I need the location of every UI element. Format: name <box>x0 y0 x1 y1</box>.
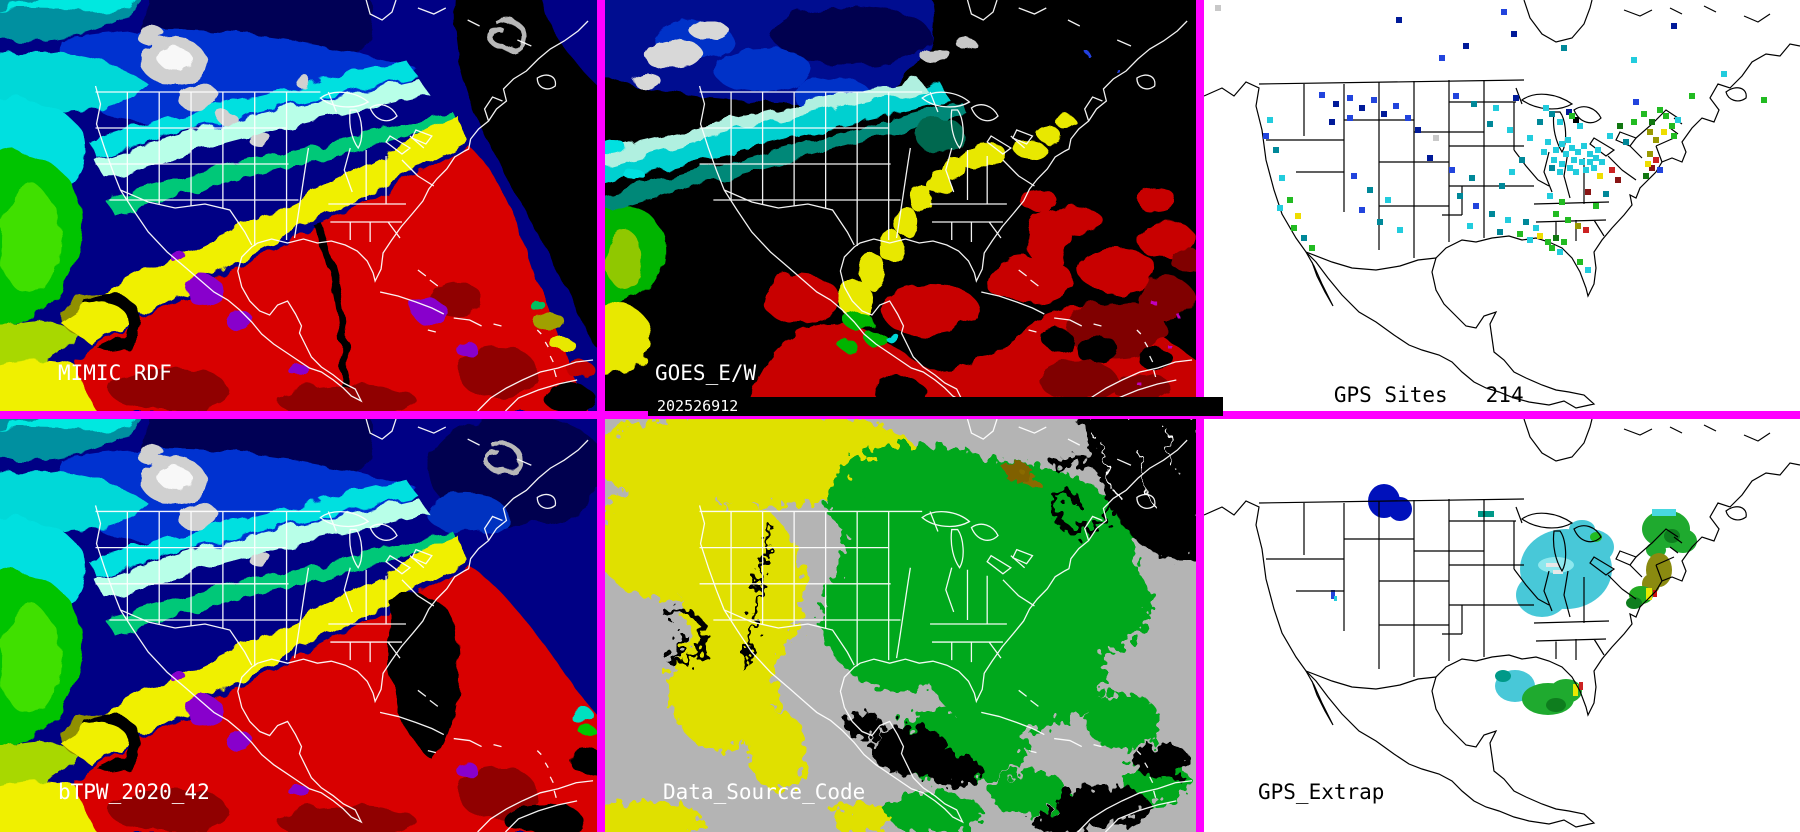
panel-gps-extrap: GPS_Extrap <box>1204 419 1800 832</box>
gps-extrap-map-image <box>1204 419 1800 832</box>
timestamp-text: 202526912 <box>657 397 739 415</box>
gps-site-dots <box>1215 5 1767 273</box>
btpw-map-image <box>0 419 597 832</box>
gps-extrap-patches <box>1331 484 1697 715</box>
panel-label-goes: GOES_E/W <box>655 361 757 385</box>
panel-label-btpw: bTPW_2020_42 <box>58 780 210 804</box>
panel-label-gps-sites: GPS Sites 214 <box>1258 362 1524 411</box>
panel-goes-ew: GOES_E/W <box>605 0 1196 411</box>
panel-label-data-source: Data_Source_Code <box>663 780 866 804</box>
data-source-map-image <box>605 419 1196 832</box>
panel-label-gps-extrap: GPS_Extrap <box>1258 780 1385 804</box>
gps-sites-map-image <box>1204 0 1800 411</box>
gps-sites-count: 214 <box>1485 383 1524 407</box>
panel-data-source-code: Data_Source_Code <box>605 419 1196 832</box>
goes-map-image <box>605 0 1196 411</box>
timestamp-bar: 202526912 <box>648 397 1223 416</box>
panel-btpw: bTPW_2020_42 <box>0 419 597 832</box>
panel-label-mimic: MIMIC RDF <box>58 361 172 385</box>
panel-mimic-rdf: MIMIC RDF <box>0 0 597 411</box>
panel-gps-sites: GPS Sites 214 <box>1204 0 1800 411</box>
mimic-map-image <box>0 0 597 411</box>
gps-sites-title: GPS Sites <box>1333 383 1448 407</box>
